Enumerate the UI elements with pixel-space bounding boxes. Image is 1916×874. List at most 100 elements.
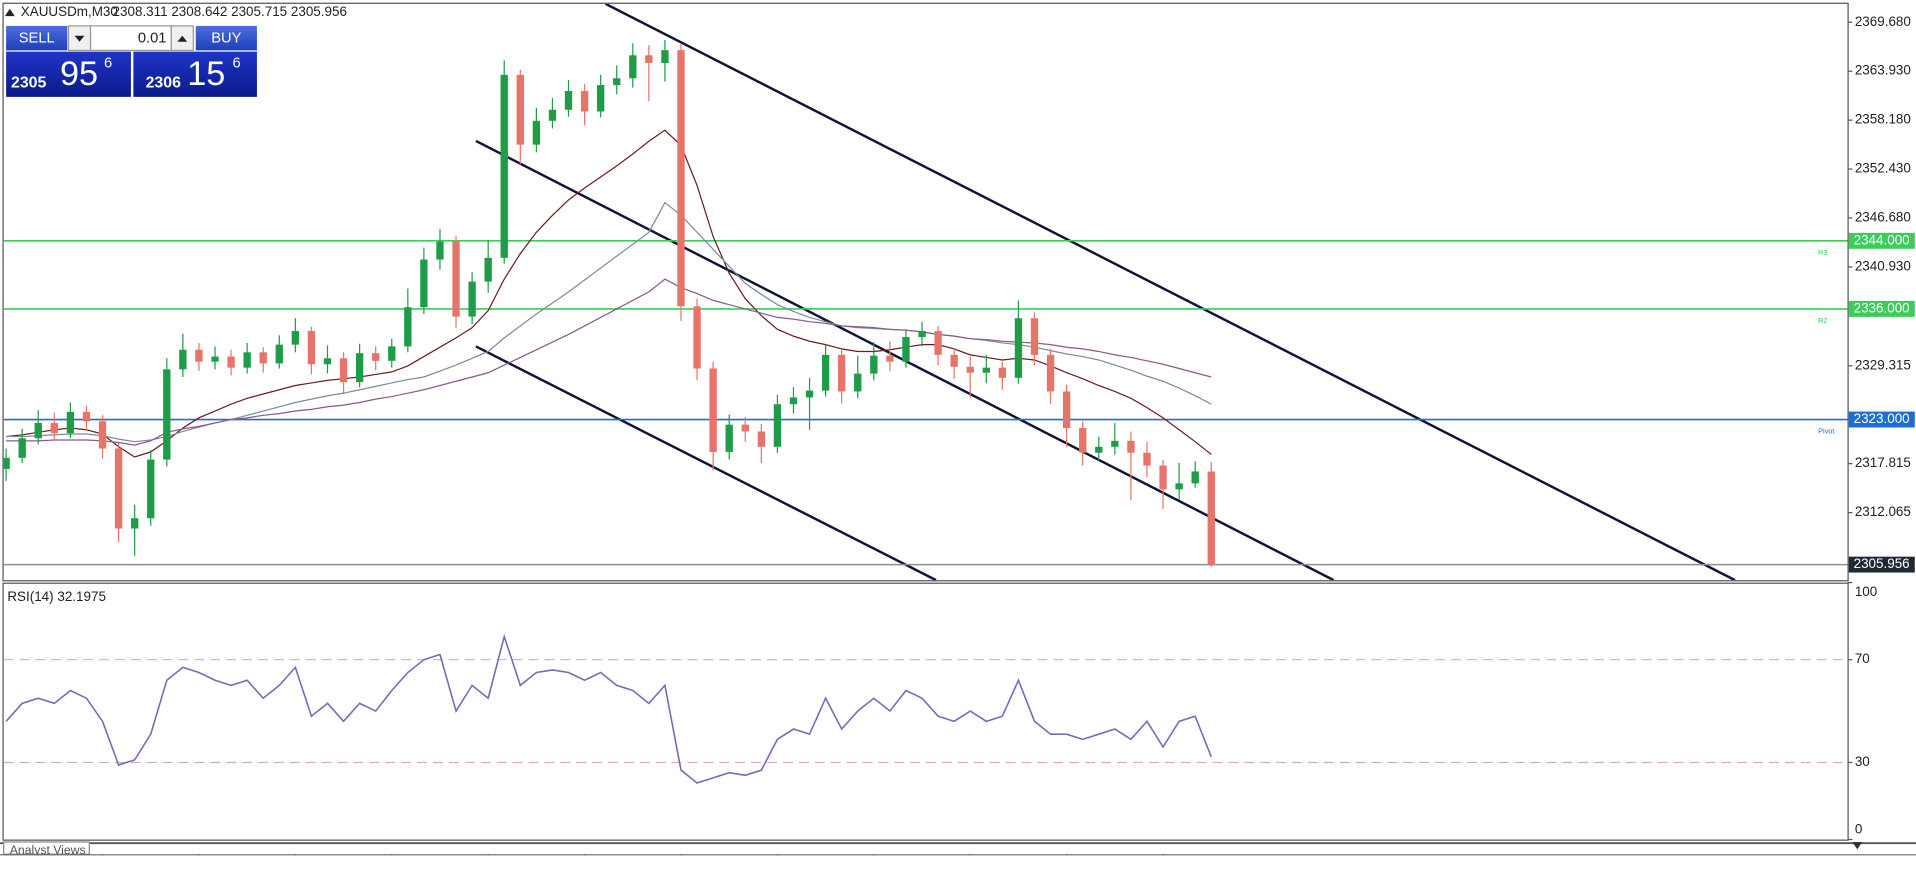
main-frame (2, 2, 1849, 582)
y-tick-label: 2352.430 (1855, 161, 1911, 176)
candle-body (998, 367, 1007, 378)
candle-body (886, 355, 894, 362)
candle-body (82, 411, 91, 422)
main-plot (3, 3, 1848, 581)
candle-body (468, 281, 476, 317)
collapse-icon[interactable] (4, 8, 15, 17)
ask-big: 2306 (146, 75, 182, 92)
level-name: Pivot (1818, 427, 1834, 436)
candle-body (629, 55, 637, 79)
moving-average (6, 129, 1212, 458)
y-tick-label: 2363.930 (1855, 63, 1911, 78)
candle-body (1111, 440, 1119, 447)
candle-body (1046, 354, 1055, 392)
candle-body (532, 120, 541, 145)
candle-body (854, 373, 862, 392)
candle-body (773, 404, 782, 447)
candle-body (452, 241, 460, 317)
up-arrow (177, 35, 188, 42)
ask-box[interactable] (133, 51, 257, 97)
candle-body (1062, 391, 1071, 429)
candle-body (645, 55, 653, 63)
channel-upper (605, 3, 1736, 581)
volume-input[interactable] (89, 25, 172, 51)
candle-body (789, 397, 798, 405)
candle-body (661, 50, 669, 63)
sell-button[interactable] (6, 25, 68, 51)
y-tick-label: 2346.680 (1855, 210, 1911, 225)
candle-body (613, 78, 621, 86)
level-tag-label: 2323.000 (1854, 411, 1910, 426)
bid-pips: 95 (60, 55, 98, 93)
candle-body (1159, 465, 1167, 490)
level-name: R2 (1818, 316, 1827, 325)
candle-body (1143, 452, 1151, 466)
candle-body (18, 438, 26, 458)
candle-body (436, 241, 444, 260)
candle-body (195, 349, 203, 362)
candle-body (548, 109, 557, 121)
down-arrow (74, 35, 85, 42)
y-tick-label: 30 (1855, 754, 1870, 769)
candle-body (130, 518, 139, 529)
rsi-line (5, 633, 1213, 784)
candle-body (259, 352, 267, 364)
symbol: XAUUSDm,M30 (21, 4, 118, 19)
rsi-plot (3, 633, 1848, 784)
candle-body (805, 390, 814, 398)
candle-body (902, 336, 910, 362)
ohlc: 2308.311 2308.642 2305.715 2305.956 (113, 4, 347, 19)
candle-body (275, 344, 283, 364)
candle-body (323, 358, 332, 365)
level-tag-box (1848, 300, 1915, 317)
y-tick-label: 2340.930 (1855, 258, 1911, 273)
candle-body (838, 354, 846, 392)
candle-body (66, 411, 75, 434)
candle-body (1207, 471, 1215, 565)
candle-body (1175, 483, 1183, 490)
time-axis-bg (0, 855, 1916, 874)
candle-body (870, 355, 878, 374)
volume: 0.01 (138, 31, 167, 47)
trade-panel: SELL 0.01 BUY 2305 95 6 2306 15 6 (6, 25, 257, 97)
candle-body (596, 85, 605, 112)
candle-body (179, 349, 187, 370)
candle-body (950, 354, 958, 367)
buy-label: BUY (211, 31, 241, 47)
candle-body (114, 448, 123, 529)
candle-body (50, 422, 58, 434)
candle-body (1127, 440, 1135, 453)
candle-body (1095, 446, 1103, 453)
level-tag-label: 2305.956 (1854, 556, 1910, 571)
candle-body (1014, 318, 1023, 378)
level-tag-box (1848, 556, 1915, 573)
candle-body (918, 331, 926, 337)
candle-body (693, 306, 701, 369)
tab-label: Analyst Views (10, 843, 86, 857)
candle-body (243, 352, 251, 368)
candle-body (1191, 471, 1199, 484)
candle-body (291, 331, 300, 345)
candle-body (147, 459, 155, 519)
sell-label: SELL (19, 31, 55, 47)
candle-body (821, 354, 830, 391)
ask-pips: 15 (187, 55, 225, 93)
y-tick-label: 100 (1855, 584, 1877, 599)
level-tag-label: 2336.000 (1854, 300, 1910, 315)
buy-button[interactable] (195, 25, 257, 51)
candle-body (307, 331, 316, 365)
scroll-icon[interactable] (1852, 841, 1863, 850)
candle-body (34, 422, 42, 439)
candle-body (3, 457, 10, 469)
bid-box[interactable] (6, 51, 131, 97)
candle-body (339, 358, 348, 383)
y-tick-label: 2358.180 (1855, 112, 1911, 127)
y-tick-label: 2312.065 (1855, 504, 1911, 519)
y-tick-label: 0 (1855, 821, 1862, 836)
candle-body (98, 421, 107, 449)
channel-lower (475, 345, 937, 581)
candle-body (404, 307, 412, 347)
level-tag-box (1848, 232, 1915, 249)
